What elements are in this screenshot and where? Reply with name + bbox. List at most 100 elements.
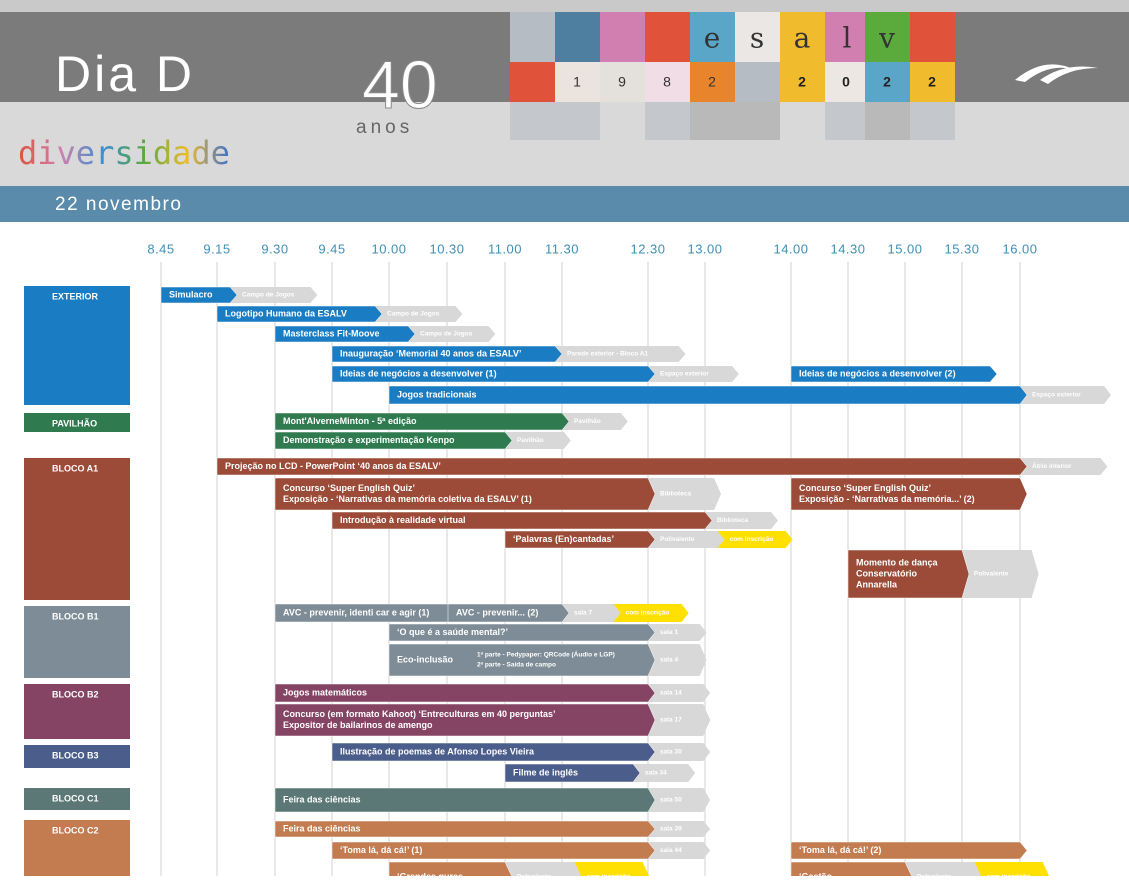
section-block — [24, 745, 130, 768]
place-tag — [562, 413, 628, 430]
schedule: EXTERIOR Campo de Jogos Simulacro Campo de … — [24, 286, 1111, 881]
mosaic-cell — [510, 12, 555, 62]
event-bar — [274, 477, 656, 511]
time-label: 14.00 — [773, 241, 808, 256]
place-tag — [1020, 386, 1111, 404]
mosaic-cell — [735, 102, 780, 140]
place-text: Campo de Jogos — [242, 292, 295, 299]
event-bar — [331, 511, 713, 530]
event-detail: 2ª parte - Saída de campo — [477, 662, 556, 669]
event-text: Mont'AlverneMinton - 5ª edição — [283, 416, 417, 426]
event-bar — [790, 841, 1028, 860]
place-text: sala 44 — [660, 847, 682, 854]
year-digit: 2 — [883, 74, 891, 90]
time-label: 13.00 — [687, 241, 722, 256]
mosaic-cell — [645, 62, 690, 102]
event-bar — [274, 683, 656, 703]
event-text: ‘Grandes guras, — [397, 871, 466, 876]
event-text: AVC - prevenir... (2) — [456, 607, 538, 617]
event-bar — [274, 703, 656, 737]
mosaic-cell — [600, 62, 645, 102]
event-text: AVC - prevenir, identi car e agir (1) — [283, 607, 429, 617]
place-text: Campo de Jogos — [387, 311, 440, 318]
section-block — [24, 413, 130, 432]
place-text: sala 7 — [574, 610, 592, 617]
event-text: Ilustração de poemas de Afonso Lopes Vie… — [340, 746, 535, 756]
place-text: sala 17 — [660, 717, 682, 724]
section-block — [24, 788, 130, 810]
event-text: Ideias de negócios a desenvolver (2) — [799, 368, 956, 378]
section-label: BLOCO A1 — [52, 463, 98, 473]
place-text: sala 14 — [660, 690, 682, 697]
registration-tag — [717, 531, 793, 548]
founded-digit: 2 — [708, 74, 716, 90]
brand-letter: v — [878, 22, 895, 55]
mosaic-cell — [510, 62, 555, 102]
time-label: 9.30 — [261, 241, 288, 256]
event-text: Exposição - ‘Narrativas da memória colet… — [283, 494, 532, 504]
place-tag — [648, 743, 711, 761]
event-text: Annarella — [856, 579, 898, 589]
place-text: sala 50 — [660, 797, 682, 804]
mosaic-cell — [780, 62, 825, 102]
event-bar — [274, 787, 656, 813]
section-label: EXTERIOR — [52, 291, 99, 301]
event-text: Introdução à realidade virtual — [340, 515, 466, 525]
time-label: 11.30 — [545, 241, 579, 256]
founded-digit: 1 — [573, 74, 581, 90]
event-bar — [388, 385, 1028, 405]
mosaic-cell — [780, 102, 825, 140]
event-text: Conservatório — [856, 568, 918, 578]
place-text: Campo de Jogos — [420, 331, 473, 338]
mosaic-cell — [910, 102, 955, 140]
section-block — [24, 458, 130, 600]
place-tag — [230, 287, 318, 303]
time-label: 16.00 — [1002, 241, 1037, 256]
event-text: ‘Toma lá, dá cá!’ (2) — [799, 845, 881, 855]
event-text: Feira das ciências — [283, 823, 361, 833]
event-text: ‘O que é a saúde mental?’ — [397, 627, 508, 637]
event-bar — [331, 742, 656, 762]
event-detail: 1ª parte - Pedypaper: QRCode (Áudio e LG… — [477, 650, 615, 659]
event-text: Expositor de bailarinos de amengo — [283, 720, 433, 730]
mosaic-cell — [555, 62, 600, 102]
place-tag — [648, 821, 711, 837]
event-text: Inauguração ‘Memorial 40 anos da ESALV’ — [340, 348, 521, 358]
time-label: 15.00 — [887, 241, 922, 256]
mosaic-cell — [780, 12, 825, 62]
mosaic-cell — [555, 102, 600, 140]
place-text: Pavilhão — [517, 437, 544, 444]
place-tag — [555, 346, 686, 362]
place-text: Átrio interior — [1032, 461, 1072, 470]
section-label: BLOCO B3 — [52, 750, 99, 760]
event-text: ‘Palavras (En)cantadas’ — [513, 534, 614, 544]
date: 22 novembro — [55, 194, 182, 215]
mosaic-cell — [865, 102, 910, 140]
time-label: 12.30 — [630, 241, 665, 256]
place-tag — [648, 788, 711, 812]
time-label: 15.30 — [944, 241, 979, 256]
subtitle: diversidade — [18, 134, 230, 172]
event-text: Jogos tradicionais — [397, 389, 477, 399]
mosaic-cell — [690, 102, 735, 140]
event-text: Momento de dança — [856, 557, 939, 567]
place-text: Biblioteca — [717, 517, 748, 524]
event-text: ‘Toma lá, dá cá!’ (1) — [340, 845, 422, 855]
event-text: ‘Gestão — [799, 871, 833, 876]
brand-letter: l — [843, 22, 852, 55]
title: Dia D — [55, 46, 195, 102]
year-digit: 2 — [798, 74, 806, 90]
time-label: 9.15 — [203, 241, 230, 256]
event-bar — [216, 457, 1028, 476]
mosaic-cell — [825, 12, 865, 62]
event-bar — [274, 431, 513, 450]
section-block — [24, 684, 130, 739]
mosaic-cell — [865, 12, 910, 62]
mosaic-cell — [645, 102, 690, 140]
event-bar — [790, 477, 1028, 511]
place-text: Biblioteca — [660, 491, 691, 498]
mosaic-cell — [555, 12, 600, 62]
place-text: Pavilhão — [574, 418, 601, 425]
